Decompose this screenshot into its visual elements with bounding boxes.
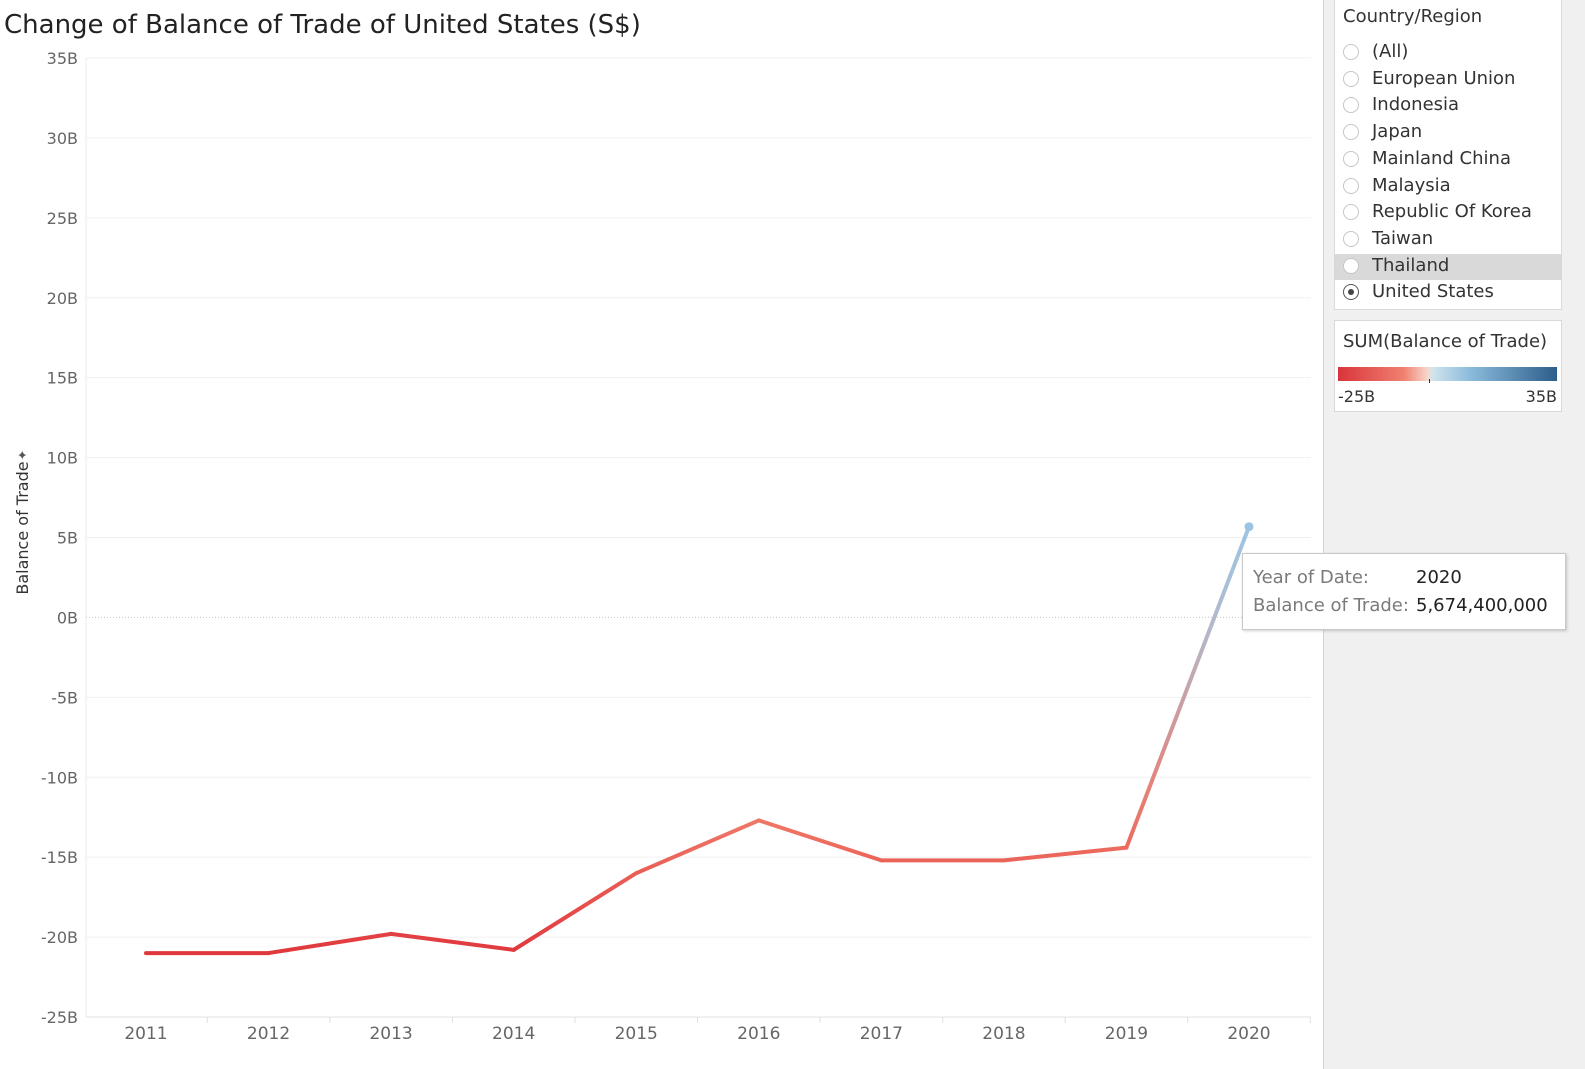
filter-option[interactable]: Republic Of Korea <box>1335 200 1561 226</box>
x-tick-label: 2017 <box>860 1024 903 1044</box>
x-tick-label: 2016 <box>737 1024 780 1044</box>
data-point-highlighted[interactable] <box>1244 522 1254 532</box>
filter-option-label: Republic Of Korea <box>1372 201 1532 223</box>
radio-button[interactable] <box>1343 150 1359 167</box>
legend-min-label: -25B <box>1338 387 1376 406</box>
line-segment[interactable] <box>511 871 639 952</box>
filter-option[interactable]: Malaysia <box>1335 174 1561 200</box>
x-tick-label: 2018 <box>982 1024 1025 1044</box>
y-tick-label: 30B <box>47 129 78 148</box>
line-segment[interactable] <box>1124 524 1251 850</box>
filter-option[interactable]: Taiwan <box>1335 227 1561 253</box>
x-tick-label: 2020 <box>1227 1024 1270 1044</box>
y-tick-label: 20B <box>47 289 78 308</box>
filter-option-label: Taiwan <box>1372 227 1434 249</box>
series-line[interactable] <box>144 524 1251 956</box>
filter-option-label: United States <box>1372 281 1494 303</box>
legend-title: SUM(Balance of Trade) <box>1343 331 1548 352</box>
y-axis-label: Balance of Trade <box>13 461 32 594</box>
line-segment[interactable] <box>389 931 516 952</box>
x-tick-label: 2013 <box>369 1024 412 1044</box>
tooltip: Year of Date: 2020 Balance of Trade: 5,6… <box>1242 553 1566 630</box>
y-tick-label: 25B <box>47 209 78 228</box>
legend-color-ramp <box>1338 367 1557 381</box>
filter-option-label: Mainland China <box>1372 147 1511 169</box>
filter-option[interactable]: European Union <box>1335 67 1561 93</box>
y-tick-label: -10B <box>41 768 78 787</box>
y-tick-label: -25B <box>41 1008 78 1027</box>
chart-title: Change of Balance of Trade of United Sta… <box>4 10 641 40</box>
filter-option-label: (All) <box>1372 41 1409 62</box>
series-points[interactable] <box>1244 522 1254 532</box>
y-tick-label: 0B <box>57 608 78 627</box>
radio-button[interactable] <box>1343 44 1359 60</box>
y-tick-label: -5B <box>51 688 78 707</box>
tooltip-balance-value: 5,674,400,000 <box>1416 595 1548 616</box>
tooltip-balance-key: Balance of Trade: <box>1253 595 1409 616</box>
y-tick-label: 15B <box>47 369 78 388</box>
filter-option[interactable]: United States <box>1335 280 1561 306</box>
color-legend-card: SUM(Balance of Trade) -25B 35B <box>1334 320 1562 412</box>
filter-option[interactable]: Japan <box>1335 120 1561 146</box>
filter-option[interactable]: Mainland China <box>1335 147 1561 173</box>
chart-area: 35B 30B 25B 20B 15B 10B 5B 0B -5B -10B -15B -20B -25… <box>13 49 1311 1044</box>
x-tick-label: 2015 <box>615 1024 658 1044</box>
radio-button[interactable] <box>1343 124 1359 141</box>
filter-option[interactable]: Thailand <box>1335 253 1561 280</box>
filter-option-label: Thailand <box>1372 254 1450 276</box>
y-tick-label: -20B <box>41 928 78 947</box>
legend-zero-tick <box>1429 379 1430 383</box>
filter-option-label: Malaysia <box>1372 174 1451 196</box>
radio-button[interactable] <box>1343 257 1359 274</box>
filter-option-label: Japan <box>1372 121 1423 143</box>
pin-icon[interactable]: ✦ <box>16 449 31 460</box>
line-segment[interactable] <box>756 818 884 863</box>
line-segment[interactable] <box>634 818 761 876</box>
radio-button[interactable] <box>1343 284 1359 301</box>
radio-button[interactable] <box>1343 177 1359 194</box>
y-tick-label: 10B <box>47 449 78 468</box>
y-axis-ticks: 35B 30B 25B 20B 15B 10B 5B 0B -5B -10B -15B -20B -25… <box>41 49 78 1027</box>
filter-option[interactable]: Indonesia <box>1335 93 1561 119</box>
filter-option-label: Indonesia <box>1372 94 1460 116</box>
radio-button[interactable] <box>1343 204 1359 221</box>
x-tick-label: 2019 <box>1105 1024 1148 1044</box>
y-tick-label: 5B <box>57 529 78 548</box>
x-tick-label: 2012 <box>247 1024 290 1044</box>
line-segment[interactable] <box>266 931 394 956</box>
gridlines <box>85 57 1311 1018</box>
line-segment[interactable] <box>1001 845 1129 863</box>
y-axis-label-group: Balance of Trade ✦ <box>13 449 32 594</box>
x-axis-ticks: 2011 2012 2013 2014 2015 2016 2017 2018 2019 2020 <box>124 1017 1311 1044</box>
y-tick-label: 35B <box>47 49 78 68</box>
tooltip-year-key: Year of Date: <box>1253 567 1369 588</box>
x-tick-label: 2014 <box>492 1024 535 1044</box>
radio-button[interactable] <box>1343 70 1359 87</box>
radio-button[interactable] <box>1343 230 1359 247</box>
radio-button[interactable] <box>1343 97 1359 114</box>
filter-title: Country/Region <box>1343 6 1483 27</box>
country-filter-card: Country/Region (All) European Union Indone… <box>1334 0 1562 310</box>
legend-max-label: 35B <box>1525 387 1557 406</box>
x-tick-label: 2011 <box>124 1024 167 1044</box>
right-panel: Country/Region (All) European Union Indone… <box>1323 0 1585 1069</box>
filter-option-label: European Union <box>1372 67 1516 89</box>
filter-option[interactable]: (All) <box>1335 40 1561 66</box>
tooltip-year-value: 2020 <box>1416 567 1462 588</box>
y-tick-label: -15B <box>41 848 78 867</box>
